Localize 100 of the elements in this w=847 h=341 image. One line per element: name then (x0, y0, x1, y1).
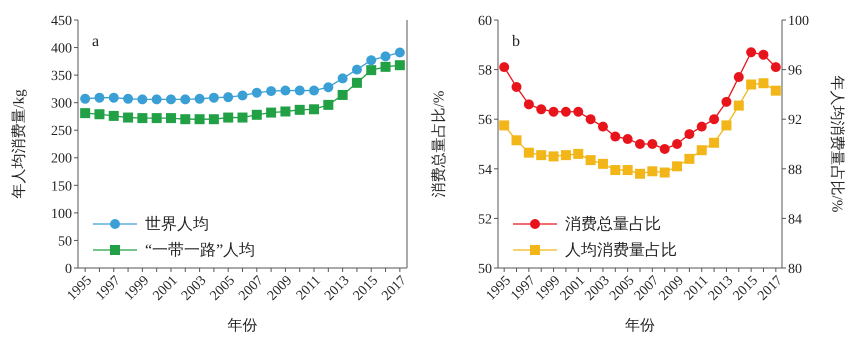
point (137, 113, 148, 124)
point (166, 113, 176, 124)
y-tick-label: 450 (51, 14, 72, 29)
point (536, 150, 546, 160)
point (721, 120, 732, 130)
point (80, 108, 90, 118)
y2-tick-label: 80 (788, 262, 802, 277)
point (194, 94, 205, 104)
x-axis-title: 年份 (228, 317, 258, 334)
annotation: b (512, 33, 520, 50)
point (622, 134, 633, 144)
point (586, 114, 596, 124)
point (238, 90, 248, 100)
y2-tick-label: 100 (788, 14, 809, 29)
y2-axis-title: 年人均消费量占比/% (828, 76, 846, 212)
point (573, 148, 584, 159)
point (610, 165, 620, 176)
point (684, 129, 694, 140)
point (123, 94, 134, 104)
legend-label: 消费总量占比 (565, 214, 661, 234)
y-tick-label: 58 (478, 64, 492, 79)
point (94, 92, 104, 103)
point (758, 78, 768, 88)
point (323, 82, 334, 92)
point (180, 94, 190, 104)
point (709, 114, 720, 124)
point (499, 120, 510, 130)
point (598, 122, 608, 132)
point (352, 78, 362, 88)
point (635, 139, 645, 149)
x-axis-title: 年份 (625, 317, 655, 334)
point (266, 86, 276, 96)
point (223, 112, 234, 123)
y2-tick-label: 92 (788, 113, 802, 128)
point (152, 113, 162, 124)
point (266, 108, 276, 118)
point (672, 161, 682, 172)
y2-tick-label: 88 (788, 162, 802, 178)
point (586, 155, 596, 166)
point (137, 94, 148, 104)
point (548, 106, 559, 117)
point (560, 150, 571, 160)
point (696, 122, 707, 132)
y-tick-label: 350 (51, 69, 72, 84)
point (622, 165, 633, 176)
y-tick-label: 200 (51, 152, 72, 167)
y-tick-label: 50 (58, 234, 72, 250)
point (252, 110, 262, 120)
point (123, 112, 134, 123)
y2-tick-label: 96 (788, 64, 802, 79)
point (536, 104, 546, 114)
point (294, 104, 305, 115)
point (208, 114, 219, 124)
point (660, 168, 670, 178)
point (709, 138, 720, 148)
y-axis-title: 年人均消费量/kg (10, 88, 28, 199)
point (660, 144, 670, 154)
point (223, 92, 234, 102)
legend-label: “一带一路”人均 (145, 240, 256, 260)
point (352, 64, 362, 75)
y-tick-label: 60 (478, 14, 492, 29)
point (770, 86, 781, 96)
point (721, 96, 732, 107)
point (294, 86, 305, 96)
point (252, 88, 262, 98)
y2-tick-label: 84 (788, 212, 802, 228)
point (309, 86, 320, 96)
point (672, 139, 682, 149)
y-tick-label: 250 (51, 124, 72, 140)
point (108, 92, 119, 103)
point (548, 151, 559, 162)
point (560, 106, 571, 117)
point (366, 65, 376, 76)
point (280, 86, 290, 96)
y-tick-label: 52 (478, 212, 492, 228)
point (394, 48, 405, 58)
point (394, 60, 405, 70)
point (380, 51, 391, 62)
point (512, 135, 522, 146)
point (499, 62, 510, 72)
point (380, 62, 391, 72)
point (610, 132, 620, 142)
point (152, 94, 162, 104)
legend-label: 世界人均 (145, 214, 209, 234)
point (647, 139, 658, 149)
point (573, 106, 584, 117)
y-tick-label: 54 (478, 162, 492, 178)
point (323, 100, 334, 110)
y-tick-label: 400 (51, 42, 72, 57)
y-tick-label: 56 (478, 113, 492, 128)
legend-label: 人均消费量占比 (565, 240, 677, 260)
y-tick-label: 150 (51, 179, 72, 194)
point (734, 100, 744, 111)
point (512, 82, 522, 92)
y-axis-title: 消费总量占比/% (430, 90, 448, 198)
point (194, 114, 205, 124)
point (734, 72, 744, 82)
point (338, 90, 348, 100)
y-tick-label: 300 (51, 96, 72, 112)
point (770, 62, 781, 72)
